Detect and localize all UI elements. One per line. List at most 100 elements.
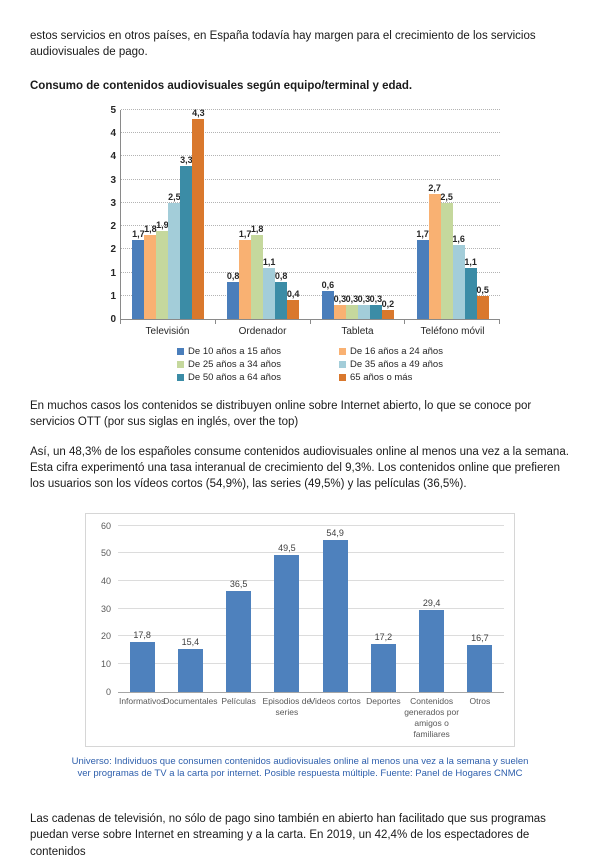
bar-value-label: 0,3 <box>345 294 359 305</box>
bar-value-label: 17,2 <box>374 632 393 643</box>
bar-cell: 36,5 <box>215 526 263 692</box>
category-label: Documentales <box>163 696 217 740</box>
chart-consumption-by-device-age: 0 1 1 2 2 3 3 4 4 5 1,7 1,8 1,9 2,5 3,3 4,3 0,8 1,7 1,8 1,1… <box>98 105 500 384</box>
category-label-text: Películas <box>221 695 256 706</box>
bar <box>192 119 205 319</box>
bar-value-label: 1,8 <box>144 224 157 235</box>
category-label: Tableta <box>341 325 374 337</box>
category-label-text: Deportes <box>366 695 401 706</box>
gridline <box>118 579 504 581</box>
bar-value-label: 0,2 <box>381 298 395 309</box>
bar <box>129 642 155 692</box>
y-axis-tick-label: 30 <box>100 603 111 614</box>
bar-holder: 0,3 <box>358 110 370 319</box>
bar-group-3: 0,6 0,3 0,3 0,3 0,3 0,2 <box>311 110 406 319</box>
bar-value-label: 2,5 <box>440 191 453 202</box>
chart1-legend: De 10 años a 15 años De 25 años a 34 años… <box>120 345 500 384</box>
bar <box>263 267 276 319</box>
bar <box>177 649 203 692</box>
bar-holder: 2,5 <box>168 110 181 319</box>
bar-cell: 49,5 <box>263 526 311 692</box>
bar <box>322 539 348 692</box>
bar <box>227 281 240 319</box>
category-label: Contenidos generados por amigos o famili… <box>404 696 459 740</box>
legend-swatch <box>339 360 346 368</box>
bar <box>476 295 489 319</box>
bar-groups: 1,7 1,8 1,9 2,5 3,3 4,3 0,8 1,7 1,8 1,1 0,8 0,4 0,6 0… <box>121 108 500 319</box>
gridline <box>121 132 500 134</box>
axis-tick <box>120 319 216 324</box>
category-label-text: Documentales <box>163 695 218 706</box>
bar-value-label: 1,7 <box>132 229 145 240</box>
bar <box>464 267 477 319</box>
bar <box>452 244 465 319</box>
chart1-plot: 0 1 1 2 2 3 3 4 4 5 1,7 1,8 1,9 2,5 3,3 4,3 0,8 1,7 1,8 1,1… <box>110 105 500 325</box>
chart-online-content-types: 0 10 20 30 40 50 60 17,8 15,4 36,5 49,5 54,9 17,2 29,… <box>85 512 515 747</box>
category-label-text: Videos cortos <box>309 695 361 706</box>
bar-value-label: 0,6 <box>321 280 335 291</box>
y-axis-tick-label: 1 <box>110 290 116 302</box>
category-label: Ordenador <box>238 325 287 337</box>
bar-value-label: 1,1 <box>262 256 276 267</box>
legend-swatch <box>339 373 346 381</box>
bar-value-label: 16,7 <box>471 633 489 644</box>
bar-holder: 1,7 <box>239 110 251 319</box>
bar-cell: 29,4 <box>408 526 456 692</box>
bar <box>144 235 157 319</box>
gridline <box>118 607 504 609</box>
y-axis-tick-label: 1 <box>110 267 116 279</box>
bar-value-label: 54,9 <box>326 527 344 538</box>
legend-label: De 50 años a 64 años <box>188 371 281 383</box>
bar-value-label: 1,7 <box>416 229 429 240</box>
bar-group-4: 1,7 2,7 2,5 1,6 1,1 0,5 <box>405 110 500 319</box>
legend-item: De 16 años a 24 años <box>339 345 443 358</box>
bar-holder: 4,3 <box>192 108 205 319</box>
bar-holder: 0,3 <box>334 110 346 319</box>
bar-holder: 1,7 <box>132 110 145 319</box>
bar-value-label: 3,3 <box>180 154 193 165</box>
bar <box>416 240 429 319</box>
gridline <box>121 201 500 203</box>
bar-cell: 54,9 <box>311 526 359 692</box>
legend-label: 65 años o más <box>350 371 413 383</box>
bar-value-label: 1,8 <box>250 224 264 235</box>
bar <box>251 235 264 319</box>
gridline <box>121 178 500 180</box>
bar-holder: 36,5 <box>226 526 252 692</box>
bar-value-label: 29,4 <box>422 598 441 609</box>
bar-cell: 17,2 <box>359 526 407 692</box>
bar-holder: 0,3 <box>370 110 382 319</box>
legend-label: De 16 años a 24 años <box>350 345 443 357</box>
bar <box>333 305 346 319</box>
legend-swatch <box>177 373 185 381</box>
legend-item: De 50 años a 64 años <box>177 371 281 384</box>
bar <box>156 230 169 319</box>
legend-label: De 10 años a 15 años <box>188 345 281 357</box>
bar <box>132 240 145 319</box>
bar-value-label: 0,8 <box>274 270 288 281</box>
gridline <box>118 662 504 664</box>
y-axis-tick-label: 4 <box>110 151 116 163</box>
y-axis-tick-label: 2 <box>110 221 116 233</box>
category-label-text: Otros <box>469 695 491 706</box>
bar <box>180 165 193 319</box>
axis-tick <box>216 319 311 324</box>
bar-holder: 0,5 <box>476 110 489 319</box>
bar-holder: 0,3 <box>346 110 358 319</box>
category-label-text: Episodios de series <box>262 695 312 717</box>
bar-value-label: 0,5 <box>476 284 489 295</box>
bar <box>345 305 358 319</box>
bar-value-label: 1,6 <box>452 233 465 244</box>
bar-value-label: 17,8 <box>133 630 151 641</box>
chart1-heading: Consumo de contenidos audiovisuales segú… <box>30 79 413 92</box>
legend-item: De 35 años a 49 años <box>339 358 443 371</box>
bars: 17,8 15,4 36,5 49,5 54,9 17,2 29,4 16,7 <box>118 526 504 692</box>
bar-value-label: 1,7 <box>238 229 252 240</box>
closing-paragraph: Las cadenas de televisión, no sólo de pa… <box>30 812 546 858</box>
axis-tick <box>405 319 500 324</box>
legend-label: De 25 años a 34 años <box>188 358 281 370</box>
y-axis-tick-label: 4 <box>110 128 116 140</box>
bar-value-label: 0,3 <box>369 294 383 305</box>
category-label: Otros <box>456 696 504 740</box>
